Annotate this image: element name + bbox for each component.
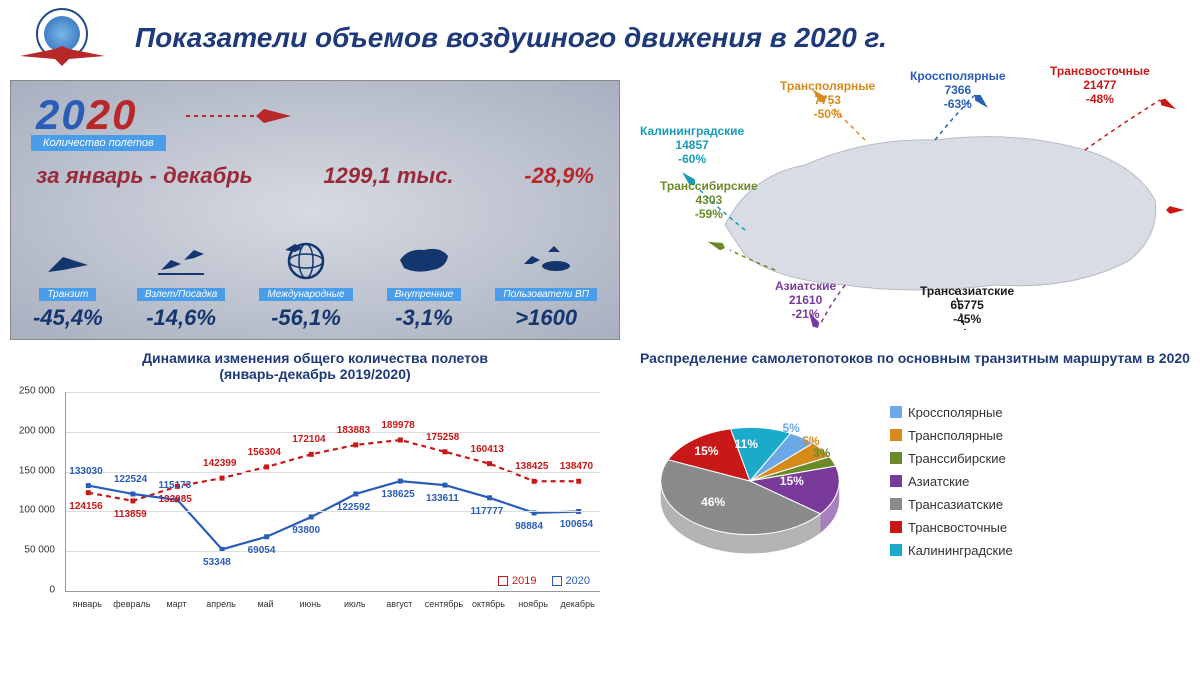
route-Калининградские: Калининградские14857-60%	[640, 125, 744, 166]
stats-row: Транзит -45,4% Взлет/Посадка -14,6% Междунар…	[16, 240, 614, 331]
stat-icon	[137, 240, 225, 282]
plane-icon	[186, 101, 296, 136]
stat-label: Взлет/Посадка	[137, 288, 225, 301]
legend-item: Трансазиатские	[890, 497, 1013, 512]
count-label: Количество полетов	[31, 135, 166, 151]
line-chart: 050 000100 000150 000200 000250 000 янва…	[10, 387, 610, 617]
stat-icon	[259, 240, 352, 282]
stat-1: Взлет/Посадка -14,6%	[137, 240, 225, 331]
pie-panel: Распределение самолетопотоков по основны…	[630, 350, 1200, 650]
stat-value: -56,1%	[259, 305, 352, 331]
route-Азиатские: Азиатские21610-21%	[775, 280, 836, 321]
line-chart-panel: Динамика изменения общего количества пол…	[10, 350, 620, 650]
stat-value: -3,1%	[387, 305, 462, 331]
line-legend: 20192020	[498, 575, 590, 587]
total: 1299,1 тыс.	[323, 163, 453, 189]
delta: -28,9%	[524, 163, 594, 189]
route-Трансполярные: Трансполярные7753-50%	[780, 80, 875, 121]
legend-item: Кроссполярные	[890, 405, 1013, 420]
stat-icon	[495, 240, 597, 282]
stat-value: >1600	[495, 305, 597, 331]
legend-item: Транссибирские	[890, 451, 1013, 466]
route-Трансазиатские: Трансазиатские65775-45%	[920, 285, 1014, 326]
stat-value: -14,6%	[137, 305, 225, 331]
header: Показатели объемов воздушного движения в…	[0, 0, 1200, 80]
stat-icon	[33, 240, 103, 282]
legend-item: Трансполярные	[890, 428, 1013, 443]
pie-chart: 5%5%3%15%46%15%11%	[630, 376, 870, 586]
stat-label: Транзит	[39, 288, 96, 301]
pie-legend: Кроссполярные Трансполярные Транссибирские…	[890, 405, 1013, 558]
page-title: Показатели объемов воздушного движения в…	[135, 22, 887, 54]
period-row: за январь - декабрь 1299,1 тыс. -28,9%	[36, 163, 594, 189]
stat-3: Внутренние -3,1%	[387, 240, 462, 331]
legend-item: Азиатские	[890, 474, 1013, 489]
stat-label: Международные	[259, 288, 352, 301]
stat-2: Международные -56,1%	[259, 240, 352, 331]
period: за январь - декабрь	[36, 163, 253, 189]
line-chart-title: Динамика изменения общего количества пол…	[10, 350, 620, 382]
stat-label: Внутренние	[387, 288, 462, 301]
routes-map: Кроссполярные7366-63%Трансвосточные21477…	[630, 80, 1200, 340]
legend-item: Трансвосточные	[890, 520, 1013, 535]
pie-title: Распределение самолетопотоков по основны…	[630, 350, 1200, 366]
logo	[20, 8, 105, 68]
stat-4: Пользователи ВП >1600	[495, 240, 597, 331]
route-Трансвосточные: Трансвосточные21477-48%	[1050, 65, 1150, 106]
summary-panel: 2020 Количество полетов за январь - дека…	[10, 80, 620, 340]
stat-value: -45,4%	[33, 305, 103, 331]
stat-icon	[387, 240, 462, 282]
legend-item: Калининградские	[890, 543, 1013, 558]
stat-0: Транзит -45,4%	[33, 240, 103, 331]
route-Транссибирские: Транссибирские4303-59%	[660, 180, 758, 221]
stat-label: Пользователи ВП	[495, 288, 597, 301]
year: 2020	[36, 91, 137, 139]
route-Кроссполярные: Кроссполярные7366-63%	[910, 70, 1006, 111]
